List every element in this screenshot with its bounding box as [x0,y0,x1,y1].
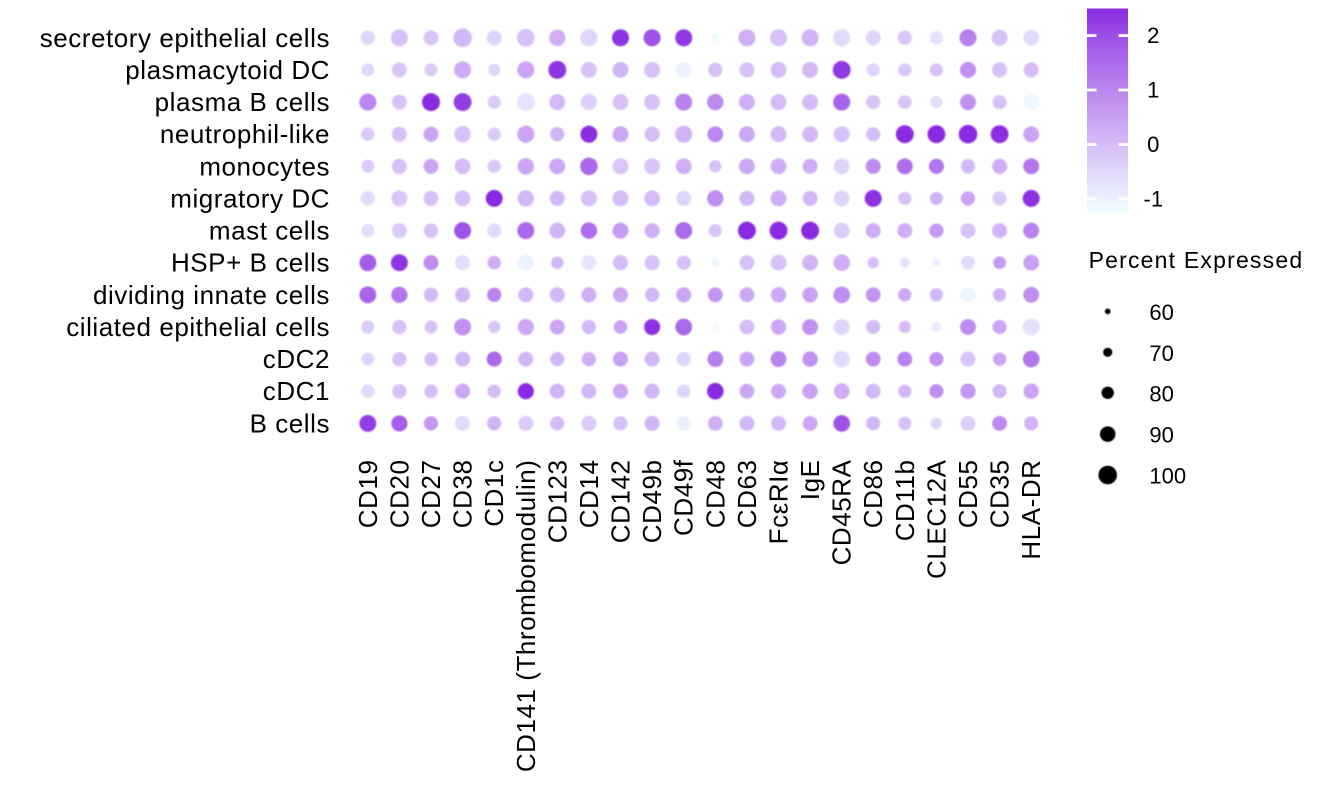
svg-text:2: 2 [1147,23,1159,48]
svg-text:1: 1 [1147,78,1159,103]
svg-text:60: 60 [1149,300,1173,325]
svg-text:Percent Expressed: Percent Expressed [1089,247,1304,273]
svg-text:CD11b: CD11b [890,460,920,542]
svg-text:90: 90 [1149,423,1173,448]
svg-text:CD27: CD27 [416,460,446,529]
svg-text:plasmacytoid DC: plasmacytoid DC [125,55,330,85]
svg-text:CLEC12A: CLEC12A [921,459,951,579]
svg-text:100: 100 [1149,464,1186,489]
svg-text:monocytes: monocytes [199,151,330,181]
svg-text:CD1c: CD1c [479,460,509,527]
svg-text:CD35: CD35 [985,460,1015,529]
svg-text:cDC2: cDC2 [263,344,330,374]
svg-text:HSP+ B cells: HSP+ B cells [171,248,330,278]
svg-text:neutrophil-like: neutrophil-like [160,119,330,149]
svg-text:CD20: CD20 [384,460,414,529]
svg-text:CD63: CD63 [732,460,762,529]
svg-text:B cells: B cells [250,408,330,438]
svg-text:CD19: CD19 [353,460,383,529]
svg-text:CD141 (Thrombomodulin): CD141 (Thrombomodulin) [511,460,541,773]
svg-text:FcεRIα: FcεRIα [764,460,794,545]
svg-text:-1: -1 [1144,186,1164,211]
svg-text:CD142: CD142 [606,460,636,544]
svg-text:0: 0 [1147,132,1159,157]
svg-text:plasma B cells: plasma B cells [155,87,330,117]
svg-text:CD49b: CD49b [637,460,667,544]
svg-text:CD14: CD14 [574,460,604,529]
svg-text:ciliated epithelial cells: ciliated epithelial cells [66,312,330,342]
svg-text:CD86: CD86 [858,460,888,529]
svg-text:CD38: CD38 [448,460,478,529]
svg-text:dividing innate cells: dividing innate cells [93,280,330,310]
svg-text:mast cells: mast cells [209,216,330,246]
svg-text:CD48: CD48 [700,460,730,529]
svg-text:migratory DC: migratory DC [170,183,330,213]
svg-text:CD55: CD55 [953,460,983,529]
svg-text:70: 70 [1149,341,1173,366]
svg-text:secretory epithelial cells: secretory epithelial cells [40,23,330,53]
svg-text:IgE: IgE [795,460,825,501]
svg-text:HLA-DR: HLA-DR [1016,460,1046,560]
svg-text:80: 80 [1149,381,1173,406]
svg-text:CD45RA: CD45RA [827,459,857,565]
svg-text:CD123: CD123 [542,460,572,544]
svg-text:CD49f: CD49f [669,459,699,536]
svg-text:cDC1: cDC1 [263,376,330,406]
